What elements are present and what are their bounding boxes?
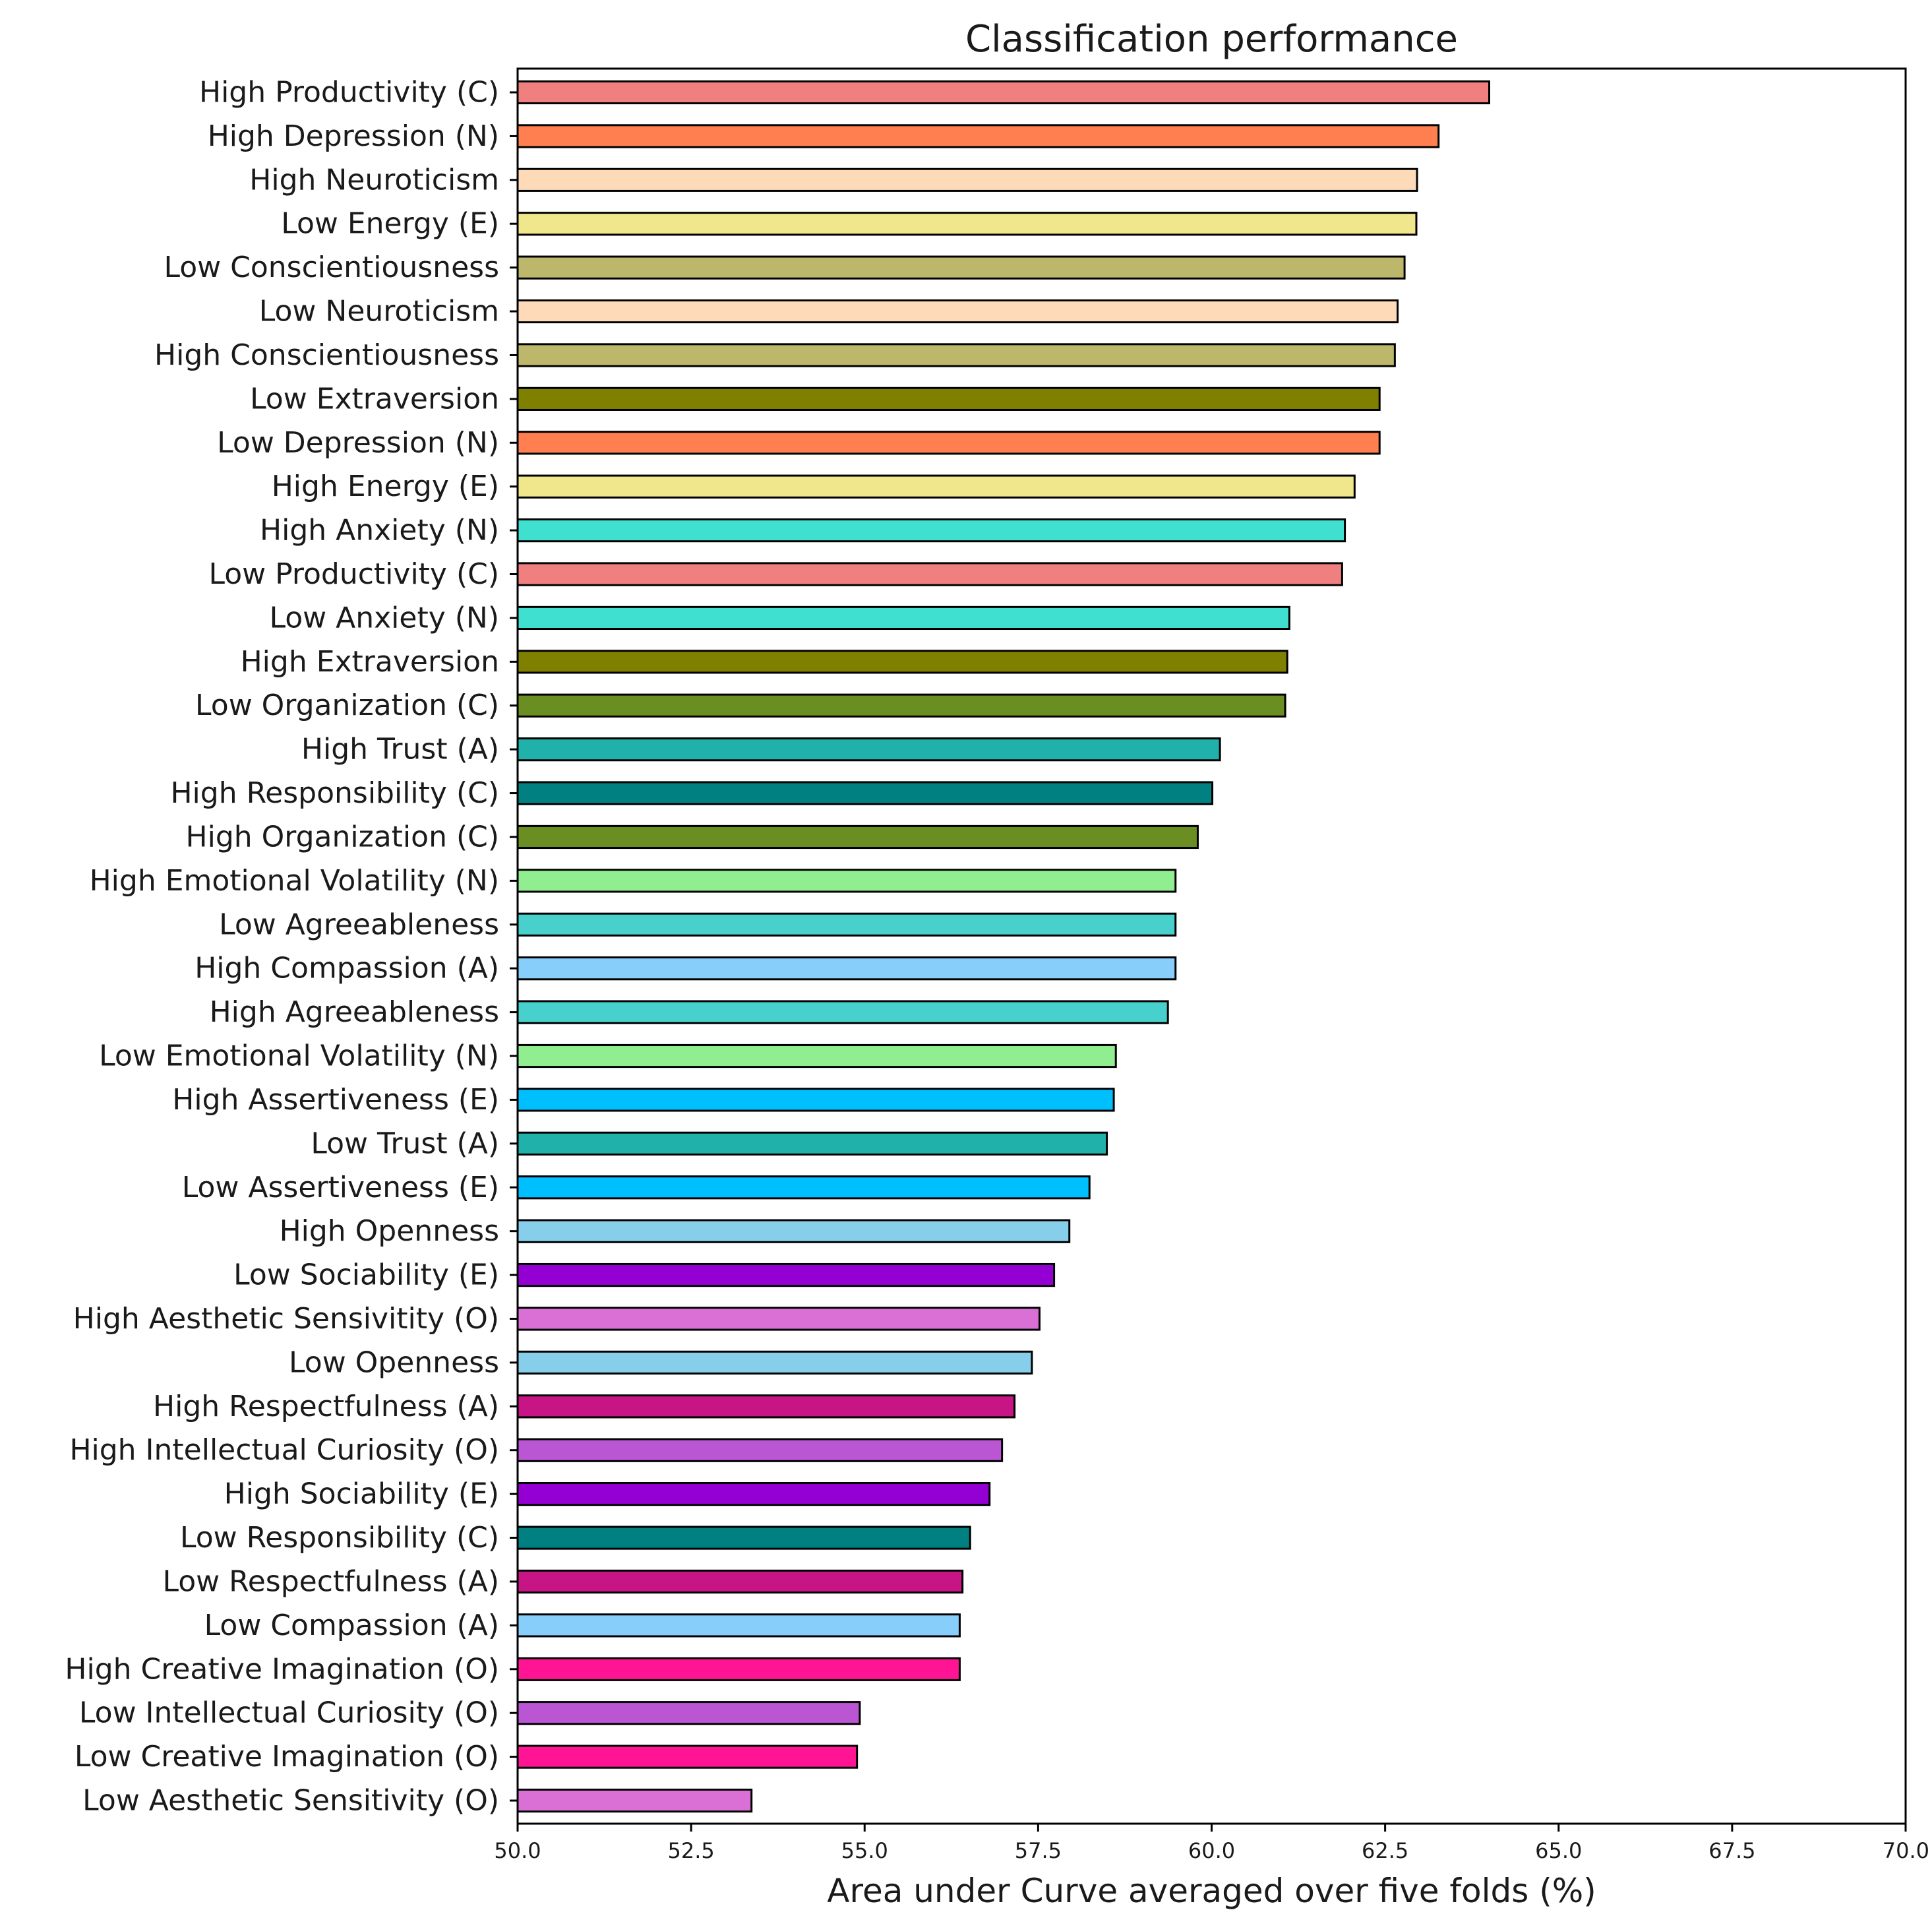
category-label: Low Productivity (C): [208, 557, 499, 591]
bar: [516, 1088, 1115, 1112]
category-labels: High Productivity (C) High Depression (N)…: [65, 76, 518, 1818]
bar: [516, 562, 1343, 586]
category-label: High Creative Imagination (O): [65, 1652, 499, 1686]
bar: [516, 474, 1356, 499]
category-label: Low Assertiveness (E): [182, 1171, 499, 1204]
bar: [516, 518, 1346, 543]
category-label: High Depression (N): [208, 119, 499, 153]
bar: [516, 1131, 1108, 1156]
bar: [516, 781, 1214, 805]
category-label: Low Trust (A): [311, 1127, 499, 1160]
bar: [516, 1175, 1091, 1200]
category-label: Low Extraversion: [250, 382, 499, 416]
bar: [516, 1482, 991, 1506]
chart-title: Classification performance: [965, 18, 1458, 61]
bar: [516, 124, 1440, 148]
category-label: Low Agreeableness: [219, 908, 499, 941]
category-label: High Extraversion: [241, 645, 499, 679]
bar: [516, 869, 1177, 893]
category-label: High Organization (C): [186, 820, 499, 853]
category-label: Low Aesthetic Sensitivity (O): [82, 1784, 499, 1818]
category-label: High Emotional Volatility (N): [90, 864, 499, 898]
bar: [516, 1219, 1071, 1243]
category-label: Low Depression (N): [217, 426, 499, 460]
category-label: Low Energy (E): [281, 207, 499, 241]
bar: [516, 343, 1396, 367]
category-label: Low Compassion (A): [204, 1609, 499, 1642]
category-label: High Responsibility (C): [170, 776, 499, 810]
category-label: Low Anxiety (N): [270, 601, 499, 634]
bar: [516, 1438, 1004, 1462]
category-label: High Anxiety (N): [260, 514, 499, 547]
bar: [516, 168, 1418, 192]
bar: [516, 605, 1290, 631]
x-tick-label: 70.0: [1883, 1838, 1929, 1863]
plot-frame: [516, 67, 1907, 1825]
bar: [516, 737, 1221, 762]
category-label: High Compassion (A): [195, 952, 499, 985]
bar: [516, 1745, 859, 1769]
bar: [516, 212, 1418, 236]
x-tick-label: 65.0: [1535, 1838, 1582, 1863]
category-label: High Energy (E): [272, 470, 499, 503]
bar: [516, 1000, 1169, 1024]
category-label: High Sociability (E): [224, 1477, 499, 1511]
bar: [516, 1262, 1056, 1287]
bar: [516, 912, 1177, 937]
category-label: High Openness: [280, 1214, 499, 1248]
bar: [516, 255, 1406, 280]
category-label: Low Neuroticism: [259, 295, 499, 328]
bar: [516, 386, 1381, 411]
category-label: Low Emotional Volatility (N): [99, 1039, 499, 1073]
category-label: High Trust (A): [301, 733, 499, 766]
x-axis-label: Area under Curve averaged over five fold…: [827, 1872, 1596, 1910]
bars-layer: [516, 80, 1490, 1813]
x-tick-label: 50.0: [494, 1838, 541, 1863]
category-label: Low Intellectual Curiosity (O): [79, 1696, 499, 1730]
bar: [516, 1307, 1041, 1331]
x-axis-ticks: 50.0 52.5 55.0 57.5 60.0 62.5 65.0 67.5 70.0: [494, 1824, 1929, 1863]
bar: [516, 1394, 1016, 1419]
bar: [516, 650, 1288, 674]
category-label: High Conscientiousness: [154, 338, 499, 372]
category-label: High Agreeableness: [210, 995, 499, 1029]
bar: [516, 1613, 961, 1638]
category-label: Low Openness: [289, 1345, 499, 1379]
bar: [516, 1526, 971, 1550]
bar: [516, 1043, 1117, 1068]
bar: [516, 693, 1286, 718]
bar: [516, 431, 1381, 455]
bar: [516, 1350, 1033, 1375]
x-tick-label: 57.5: [1015, 1838, 1062, 1863]
category-label: Low Responsibility (C): [180, 1521, 499, 1555]
category-label: Low Creative Imagination (O): [75, 1740, 499, 1774]
x-tick-label: 67.5: [1708, 1838, 1755, 1863]
bar: [516, 824, 1199, 850]
bar: [516, 1788, 753, 1813]
category-label: Low Conscientiousness: [164, 251, 499, 284]
category-label: High Intellectual Curiosity (O): [69, 1433, 499, 1467]
category-label: Low Organization (C): [195, 689, 499, 722]
category-label: Low Respectfulness (A): [163, 1564, 500, 1598]
bar: [516, 1657, 961, 1681]
bar: [516, 299, 1399, 324]
x-tick-label: 52.5: [668, 1838, 715, 1863]
bar: [516, 80, 1490, 105]
category-label: High Productivity (C): [199, 76, 499, 109]
bar: [516, 956, 1177, 981]
category-label: High Respectfulness (A): [153, 1390, 499, 1423]
x-tick-label: 55.0: [841, 1838, 888, 1863]
bar: [516, 1701, 861, 1725]
category-label: High Aesthetic Sensivitity (O): [73, 1302, 499, 1336]
bar: [516, 1569, 964, 1594]
category-label: Low Sociability (E): [233, 1258, 499, 1292]
x-tick-label: 62.5: [1362, 1838, 1408, 1863]
x-tick-label: 60.0: [1188, 1838, 1235, 1863]
category-label: High Neuroticism: [249, 163, 499, 197]
category-label: High Assertiveness (E): [172, 1083, 499, 1117]
